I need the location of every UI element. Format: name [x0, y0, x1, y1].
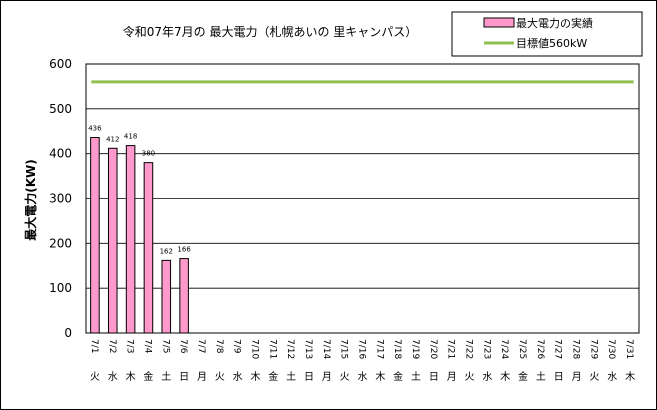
- data-label: 436: [88, 125, 102, 133]
- y-axis-label: 最大電力(KW): [23, 159, 38, 241]
- x-tick-label: 7/18: [392, 339, 402, 359]
- x-tick-label: 7/25: [517, 339, 527, 359]
- x-tick-label: 7/12: [285, 339, 295, 359]
- x-tick-label: 7/3: [125, 339, 135, 353]
- x-tick-label: 7/7: [196, 339, 206, 353]
- weekday-label: 土: [161, 370, 171, 383]
- x-tick-label: 7/9: [232, 339, 242, 354]
- weekday-label: 木: [126, 371, 136, 383]
- x-tick-label: 7/2: [107, 339, 117, 353]
- y-tick-label: 400: [49, 147, 72, 161]
- plot-border: [85, 63, 640, 334]
- x-tick-label: 7/29: [588, 339, 598, 359]
- x-tick-label: 7/28: [571, 339, 581, 359]
- x-tick-label: 7/24: [499, 339, 509, 359]
- weekday-label: 月: [322, 371, 332, 383]
- x-tick-label: 7/23: [481, 339, 491, 359]
- x-tick-label: 7/22: [464, 339, 474, 359]
- x-tick-label: 7/17: [374, 339, 384, 359]
- x-tick-label: 7/1: [89, 339, 99, 353]
- y-tick-label: 600: [49, 57, 72, 71]
- x-tick-label: 7/5: [160, 339, 170, 353]
- legend-label-target: 目標値560kW: [516, 36, 587, 50]
- weekday-label: 木: [500, 371, 510, 383]
- x-tick-label: 7/10: [249, 339, 259, 359]
- weekday-label: 火: [340, 371, 350, 383]
- y-tick-label: 0: [64, 326, 72, 340]
- x-tick-label: 7/13: [303, 339, 313, 359]
- weekday-label: 土: [411, 370, 421, 383]
- data-label: 412: [106, 135, 119, 143]
- x-tick-label: 7/16: [357, 339, 367, 359]
- weekday-label: 土: [536, 370, 546, 383]
- legend-label-actual: 最大電力の実績: [516, 16, 593, 30]
- x-tick-label: 7/26: [535, 339, 545, 359]
- x-tick-label: 7/14: [321, 339, 331, 359]
- weekday-label: 金: [393, 370, 403, 383]
- plot-area: 0 100 200 300 400 500 600 436 412 418 380 162 166 7/1…: [49, 57, 640, 383]
- weekday-label: 金: [268, 370, 278, 383]
- x-tick-label: 7/30: [606, 339, 616, 359]
- legend-swatch-actual: [483, 17, 515, 28]
- data-label: 162: [160, 247, 173, 255]
- bar: [161, 259, 172, 334]
- y-tick-label: 100: [49, 281, 72, 295]
- weekday-label: 火: [90, 371, 100, 383]
- weekday-label: 月: [197, 371, 207, 383]
- x-tick-label: 7/27: [553, 339, 563, 359]
- x-tick-label: 7/31: [624, 339, 634, 359]
- x-tick-label: 7/15: [339, 339, 349, 359]
- weekday-label: 木: [625, 371, 635, 383]
- chart-title: 令和07年7月の 最大電力（札幌あいの 里キャンパス）: [123, 24, 418, 39]
- legend: 最大電力の実績 目標値560kW: [451, 11, 643, 57]
- x-tick-label: 7/8: [214, 339, 224, 354]
- x-tick-label: 7/11: [267, 339, 277, 359]
- weekday-label: 土: [286, 370, 296, 383]
- bar: [179, 258, 189, 334]
- weekday-label: 月: [572, 371, 582, 383]
- bar: [143, 162, 154, 334]
- weekday-label: 火: [589, 371, 599, 383]
- y-tick-label: 300: [49, 192, 72, 206]
- data-label: 418: [124, 133, 137, 141]
- weekday-label: 木: [250, 371, 260, 383]
- weekday-label: 日: [304, 372, 314, 383]
- weekday-label: 日: [429, 372, 439, 383]
- x-tick-label: 7/6: [178, 339, 188, 354]
- weekday-label: 水: [233, 371, 243, 383]
- weekday-label: 水: [358, 371, 368, 383]
- x-tick-label: 7/4: [142, 339, 152, 354]
- weekday-label: 水: [108, 371, 118, 383]
- weekday-label: 火: [465, 371, 475, 383]
- x-tick-label: 7/21: [446, 339, 456, 359]
- y-tick-label: 500: [49, 102, 72, 116]
- data-label: 166: [177, 246, 191, 254]
- data-label: 380: [142, 150, 155, 158]
- weekday-label: 月: [447, 371, 457, 383]
- weekday-label: 日: [179, 372, 189, 383]
- weekday-label: 水: [607, 371, 617, 383]
- bar: [125, 145, 136, 334]
- bar: [107, 147, 118, 334]
- y-tick-label: 200: [49, 236, 72, 250]
- weekday-label: 日: [554, 372, 564, 383]
- weekday-label: 水: [482, 371, 492, 383]
- weekday-label: 木: [375, 371, 385, 383]
- weekday-label: 金: [518, 370, 528, 383]
- bar: [90, 137, 100, 334]
- x-tick-label: 7/19: [410, 339, 420, 359]
- weekday-label: 火: [215, 371, 225, 383]
- x-tick-label: 7/20: [428, 339, 438, 359]
- weekday-label: 金: [143, 370, 153, 383]
